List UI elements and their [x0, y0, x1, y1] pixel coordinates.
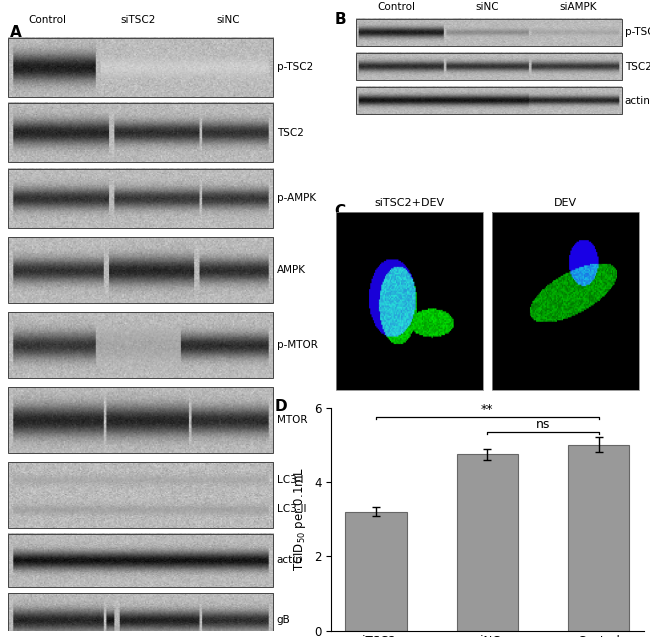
Text: siAMPK: siAMPK [559, 2, 597, 11]
Text: p-AMPK: p-AMPK [277, 194, 316, 203]
Text: siNC: siNC [476, 2, 499, 11]
Text: A: A [10, 25, 21, 40]
Text: AMPK: AMPK [277, 265, 305, 275]
Bar [8, 462, 274, 527]
Bar [8, 38, 274, 97]
Bar [8, 534, 274, 587]
Bar [356, 19, 621, 46]
Text: MTOR: MTOR [277, 415, 307, 425]
Text: siTSC2+DEV: siTSC2+DEV [374, 198, 445, 208]
Bar [8, 593, 274, 637]
Text: **: ** [481, 403, 493, 416]
Text: actin: actin [277, 555, 302, 566]
Text: C: C [334, 204, 346, 219]
Text: siTSC2: siTSC2 [120, 15, 155, 25]
Text: p-TSC2: p-TSC2 [277, 62, 313, 72]
Bar [492, 212, 639, 390]
Text: D: D [275, 399, 288, 414]
Text: ns: ns [536, 418, 550, 431]
Text: gB: gB [277, 615, 291, 625]
Bar [345, 512, 407, 631]
Bar [8, 387, 274, 453]
Bar [356, 53, 621, 80]
Text: Control: Control [378, 2, 416, 11]
Y-axis label: TCID$_{50}$ per 0.1mL: TCID$_{50}$ per 0.1mL [292, 467, 309, 571]
Text: LC3-II: LC3-II [277, 505, 306, 514]
Text: p-MTOR: p-MTOR [277, 340, 317, 350]
Text: TSC2: TSC2 [625, 62, 650, 72]
Bar [8, 312, 274, 378]
Bar [8, 238, 274, 303]
Text: Control: Control [28, 15, 66, 25]
Text: LC3-I: LC3-I [277, 475, 303, 485]
Text: siNC: siNC [216, 15, 240, 25]
Text: DEV: DEV [554, 198, 577, 208]
Text: p-TSC2: p-TSC2 [625, 27, 650, 38]
Bar [8, 169, 274, 228]
Bar [336, 212, 483, 390]
Bar [356, 87, 621, 115]
Text: TSC2: TSC2 [277, 128, 304, 138]
Text: B: B [334, 11, 346, 27]
Bar [457, 454, 518, 631]
Bar [8, 103, 274, 162]
Bar [568, 445, 629, 631]
Text: actin: actin [625, 96, 650, 106]
